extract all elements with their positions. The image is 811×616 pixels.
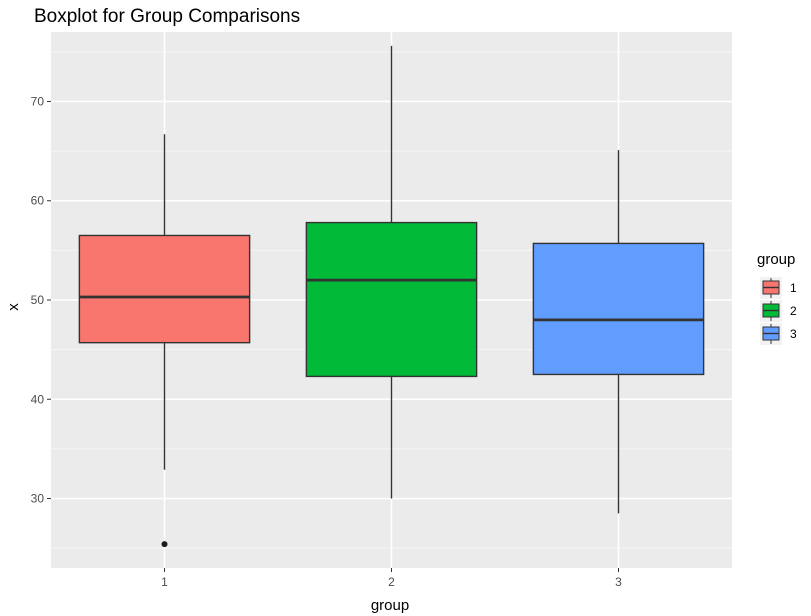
x-tick-label: 2 — [388, 575, 395, 589]
box-group-3 — [532, 150, 705, 514]
y-tick-label: 70 — [31, 94, 45, 108]
x-axis-title: group — [371, 597, 409, 614]
iqr-box — [305, 221, 478, 378]
legend-title: group — [757, 251, 795, 268]
outlier-point — [161, 541, 168, 548]
y-axis-title: x — [5, 303, 22, 311]
y-tick-label: 50 — [31, 293, 45, 307]
legend-label-3: 3 — [790, 327, 797, 341]
box-group-1 — [78, 134, 251, 548]
y-tick-label: 60 — [31, 194, 45, 208]
y-axis-ticks: 30 40 50 60 70 — [31, 94, 51, 506]
boxes — [78, 45, 705, 548]
legend-label-1: 1 — [790, 281, 797, 295]
iqr-box — [78, 234, 251, 344]
iqr-box — [532, 242, 705, 376]
box-group-2 — [305, 45, 478, 499]
legend-label-2: 2 — [790, 304, 797, 318]
y-tick-label: 40 — [31, 392, 45, 406]
y-tick-label: 30 — [31, 492, 45, 506]
legend: group 1 2 3 — [757, 251, 797, 345]
chart-title: Boxplot for Group Comparisons — [34, 6, 300, 27]
x-axis-ticks: 1 2 3 — [161, 568, 622, 589]
x-tick-label: 1 — [161, 575, 168, 589]
x-tick-label: 3 — [615, 575, 622, 589]
